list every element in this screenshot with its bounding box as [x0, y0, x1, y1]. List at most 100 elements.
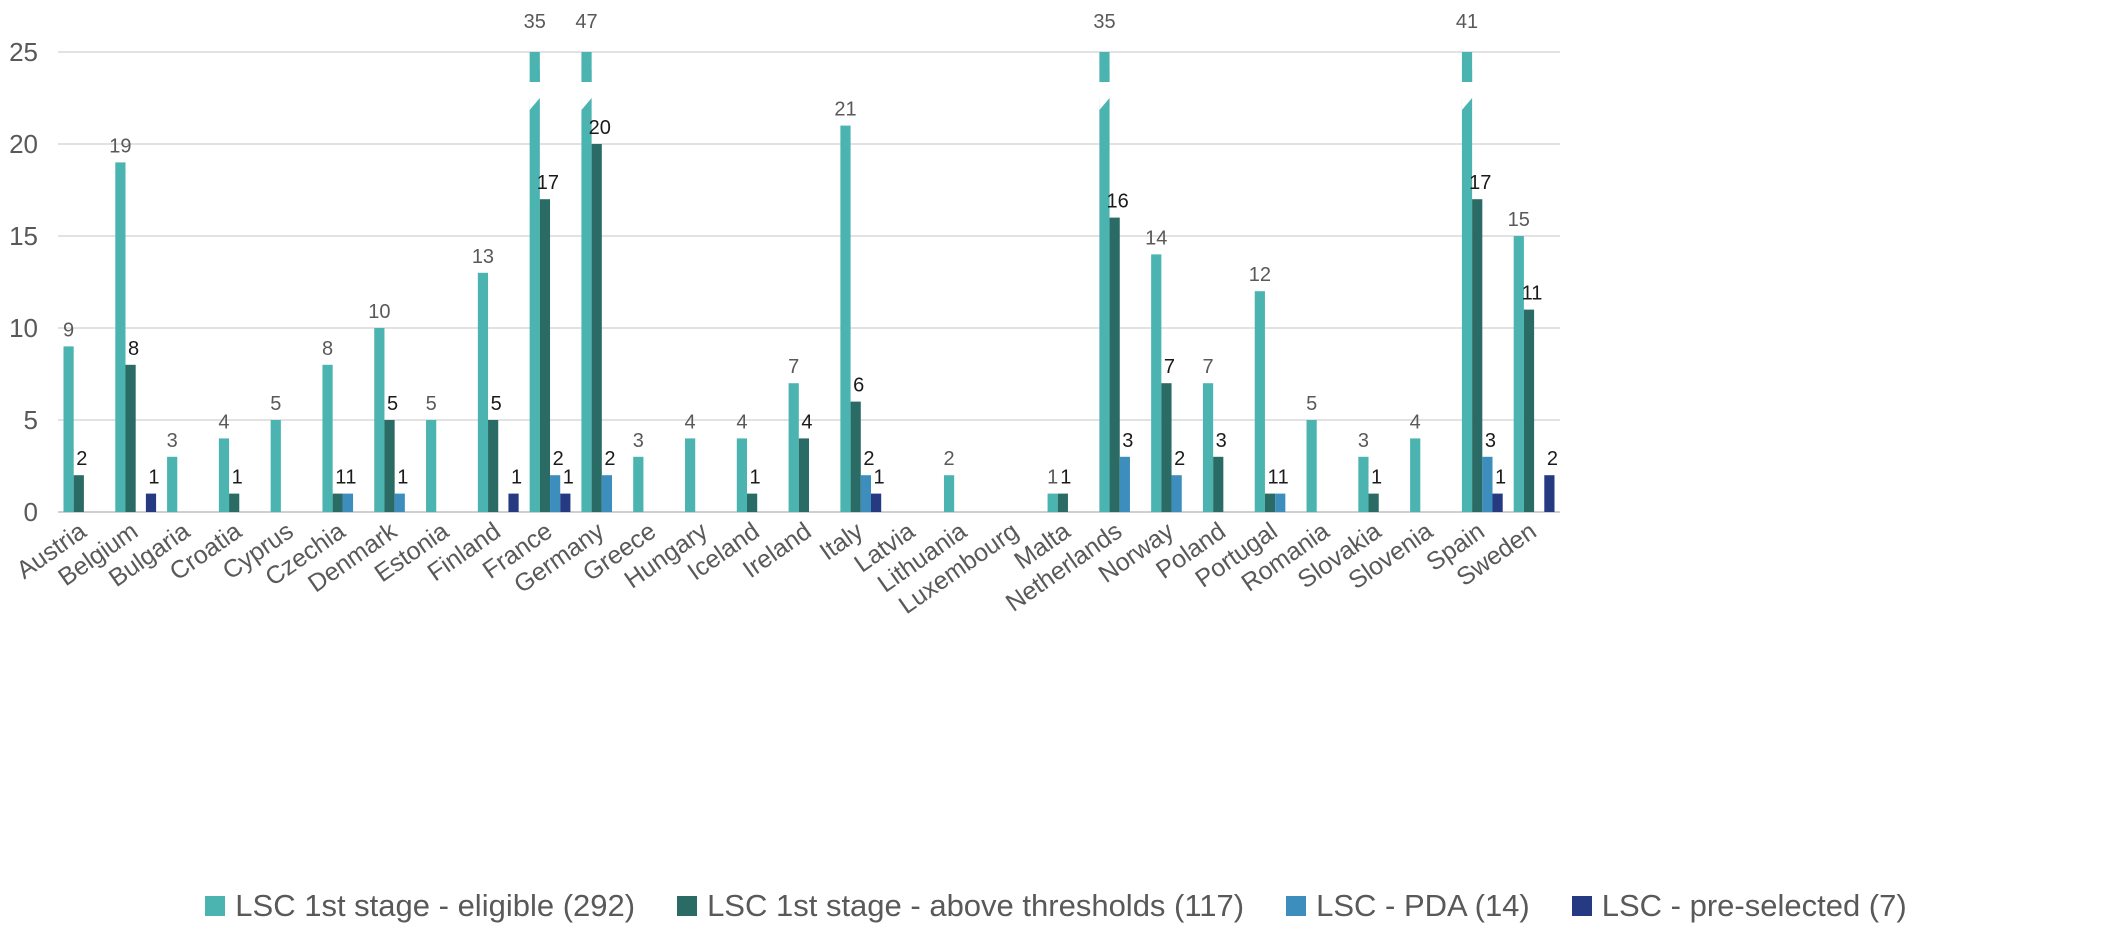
data-label: 35 [524, 11, 546, 33]
data-label: 5 [491, 393, 502, 415]
data-label: 17 [1469, 172, 1491, 194]
bar [1461, 52, 1473, 512]
data-label: 14 [1145, 227, 1167, 249]
data-label: 3 [1358, 430, 1369, 452]
data-label: 2 [1547, 448, 1558, 470]
data-label: 41 [1456, 11, 1478, 33]
bar [508, 493, 519, 512]
axis-break-marker [529, 70, 540, 82]
data-label: 7 [1164, 356, 1175, 378]
bar [550, 475, 561, 512]
bar [840, 125, 851, 512]
bar [1171, 475, 1182, 512]
data-label: 9 [63, 319, 74, 341]
data-label: 7 [788, 356, 799, 378]
data-label: 5 [387, 393, 398, 415]
bar [1410, 438, 1421, 512]
bar [1264, 493, 1276, 512]
x-axis-categories: AustriaBelgiumBulgariaCroatiaCyprusCzech… [12, 517, 1542, 620]
data-label: 7 [1202, 356, 1213, 378]
bar [1472, 199, 1483, 512]
bar [798, 438, 809, 512]
bar [601, 475, 613, 512]
bar [1213, 456, 1224, 512]
legend-swatch-above-thresholds [677, 896, 698, 916]
bar [270, 420, 281, 512]
data-label: 1 [232, 467, 243, 489]
y-tick-label: 25 [9, 37, 38, 67]
data-label: 19 [109, 135, 131, 157]
bar [1202, 383, 1214, 512]
data-label: 1 [335, 467, 346, 489]
data-label: 1 [1278, 467, 1289, 489]
data-label: 5 [426, 393, 437, 415]
bar [943, 475, 955, 512]
bar [1306, 420, 1317, 512]
bar [539, 199, 551, 512]
data-label: 4 [1410, 411, 1421, 433]
bar [218, 438, 230, 512]
axis-break-marker [529, 98, 540, 110]
data-label: 1 [1060, 467, 1071, 489]
data-label: 1 [1495, 467, 1506, 489]
legend-label-pda: LSC - PDA (14) [1316, 888, 1530, 923]
axis-break-gap [1097, 82, 1112, 98]
legend-item-above-thresholds: LSC 1st stage - above thresholds (117) [677, 888, 1244, 924]
bars [63, 52, 1555, 512]
axis-break-marker [1461, 98, 1473, 110]
bar [229, 493, 240, 512]
axis-break-marker [581, 70, 592, 82]
bar [581, 52, 592, 512]
data-label: 3 [633, 430, 644, 452]
legend-swatch-pda [1286, 896, 1307, 916]
legend-item-pre-selected: LSC - pre-selected (7) [1571, 888, 1907, 924]
data-label: 1 [397, 467, 408, 489]
data-label: 1 [1371, 467, 1382, 489]
data-label: 2 [863, 448, 874, 470]
axis-break-marker [1461, 70, 1473, 82]
data-label: 2 [604, 448, 615, 470]
data-label: 1 [750, 467, 761, 489]
data-label: 4 [736, 411, 747, 433]
bar [1358, 456, 1369, 512]
bar [1544, 475, 1555, 512]
data-label: 20 [589, 117, 611, 139]
data-label: 15 [1508, 209, 1530, 231]
bar [1254, 291, 1265, 512]
y-axis-ticks: 0 5 10 15 20 25 [9, 37, 38, 527]
y-tick-label: 20 [9, 129, 38, 159]
legend-swatch-eligible [205, 896, 226, 916]
bar [633, 456, 644, 512]
bar [529, 52, 540, 512]
data-label: 5 [1306, 393, 1317, 415]
bar [332, 493, 343, 512]
bar [384, 420, 395, 512]
data-label: 3 [1122, 430, 1133, 452]
bar [1119, 456, 1130, 512]
data-label: 4 [801, 411, 812, 433]
bar [115, 162, 126, 512]
bar [342, 493, 354, 512]
data-label: 2 [944, 448, 955, 470]
bar [125, 364, 136, 512]
data-label: 3 [1485, 430, 1496, 452]
data-label: 1 [563, 467, 574, 489]
data-label: 1 [511, 467, 522, 489]
legend-label-pre-selected: LSC - pre-selected (7) [1601, 888, 1907, 923]
data-label: 2 [1174, 448, 1185, 470]
data-label: 6 [853, 375, 864, 397]
bar [1099, 52, 1110, 512]
bar [167, 456, 178, 512]
data-label: 11 [1522, 283, 1543, 305]
data-label: 13 [472, 246, 494, 268]
data-label: 3 [1216, 430, 1227, 452]
data-label: 16 [1107, 191, 1129, 213]
data-label: 1 [874, 467, 885, 489]
data-label: 2 [76, 448, 87, 470]
data-label: 2 [553, 448, 564, 470]
bar [1047, 493, 1058, 512]
data-label: 21 [834, 99, 856, 121]
data-label: 1 [148, 467, 159, 489]
data-label: 47 [575, 11, 597, 33]
